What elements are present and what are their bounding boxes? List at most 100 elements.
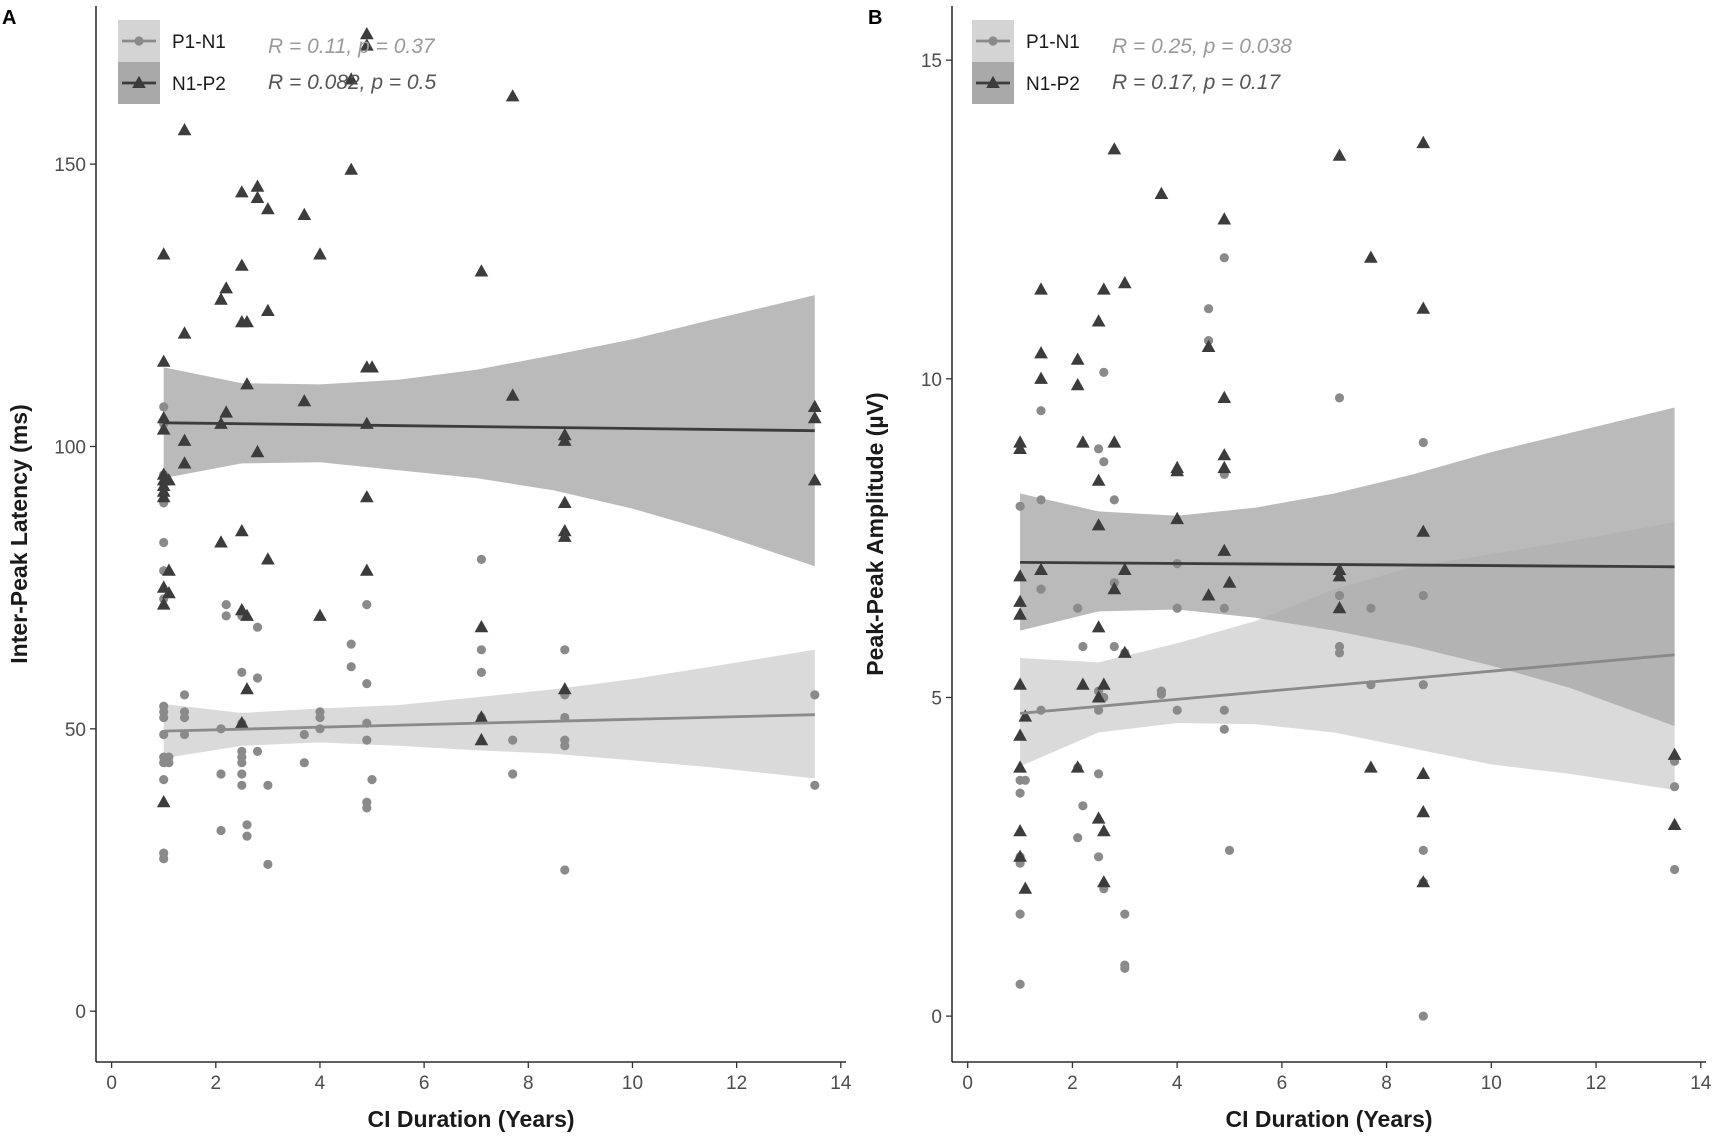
x-tick-label-8: 8 [1381, 1073, 1392, 1094]
data-point-p1-n1-28 [1109, 641, 1119, 652]
data-point-n1-p2-25 [1091, 690, 1106, 703]
data-point-p1-n1-13 [159, 775, 169, 785]
data-point-n1-p2-6 [1013, 728, 1027, 741]
data-point-p1-n1-5 [1015, 909, 1025, 919]
data-point-p1-n1-52 [362, 735, 372, 745]
data-point-p1-n1-32 [1120, 963, 1130, 973]
data-point-p1-n1-42 [299, 729, 309, 740]
data-point-p1-n1-41 [263, 859, 273, 870]
data-point-n1-p2-27 [1097, 282, 1111, 295]
data-point-n1-p2-33 [1107, 581, 1122, 595]
y-tick-label-0: 0 [931, 1007, 942, 1028]
data-point-n1-p2-24 [1091, 620, 1106, 633]
data-point-n1-p2-10 [156, 597, 171, 610]
legend-marker-shape-n1-p2 [132, 75, 146, 88]
data-point-n1-p2-30 [240, 315, 254, 328]
data-point-n1-p2-55 [474, 710, 489, 723]
x-tick-label-4: 4 [1172, 1073, 1183, 1094]
y-tick-label-100: 100 [54, 437, 86, 458]
data-point-p1-n1-34 [237, 780, 247, 790]
legend-marker-n1-p2 [986, 75, 1000, 88]
data-point-n1-p2-42 [1201, 588, 1216, 601]
confidence-bands [163, 295, 815, 779]
legend-entry-p1-n1: P1-N1 [972, 20, 1080, 62]
x-tick-label-0: 0 [106, 1073, 117, 1094]
fit-line-n1-p2 [1020, 561, 1675, 569]
x-tick-label-2: 2 [211, 1073, 222, 1094]
data-point-p1-n1-23 [216, 769, 226, 779]
data-point-n1-p2-4 [1013, 607, 1027, 620]
data-point-p1-n1-20 [1094, 769, 1104, 779]
data-point-p1-n1-6 [1015, 979, 1025, 989]
y-axis-title: Inter-Peak Latency (ms) [6, 404, 32, 663]
data-point-p1-n1-40 [263, 780, 273, 790]
data-point-n1-p2-41 [1201, 339, 1216, 352]
legend: P1-N1 N1-P2 [118, 20, 226, 104]
data-point-p1-n1-21 [179, 729, 190, 740]
data-point-n1-p2-15 [1034, 562, 1048, 575]
data-point-p1-n1-43 [1219, 705, 1229, 715]
stat-annotation-n1-p2: R = 0.082, p = 0.5 [268, 71, 436, 94]
data-point-n1-p2-11 [156, 795, 171, 808]
data-point-p1-n1-50 [362, 679, 372, 689]
data-point-n1-p2-24 [235, 185, 249, 198]
data-point-n1-p2-17 [177, 433, 192, 446]
data-point-p1-n1-55 [367, 775, 377, 785]
x-axis-title: CI Duration (Years) [367, 1106, 574, 1132]
data-point-p1-n1-52 [1418, 437, 1428, 448]
y-tick-label-150: 150 [54, 155, 86, 176]
legend-marker-shape-n1-p2 [986, 75, 1000, 88]
data-point-p1-n1-2 [1015, 788, 1025, 798]
x-tick-label-10: 10 [622, 1073, 643, 1094]
data-point-n1-p2-35 [1118, 562, 1132, 575]
data-point-p1-n1-37 [252, 622, 263, 632]
data-point-p1-n1-17 [164, 758, 174, 768]
data-point-p1-n1-36 [1172, 603, 1182, 613]
data-point-p1-n1-16 [1078, 801, 1088, 811]
data-point-n1-p2-26 [1091, 811, 1106, 824]
data-point-p1-n1-10 [1036, 584, 1046, 594]
data-point-n1-p2-14 [1034, 371, 1048, 384]
data-point-n1-p2-31 [1107, 142, 1122, 155]
data-point-p1-n1-38 [1204, 304, 1214, 314]
fit-line-p1-n1 [1019, 653, 1675, 715]
data-point-n1-p2-57 [505, 89, 520, 102]
data-point-n1-p2-12 [162, 473, 176, 486]
data-point-p1-n1-48 [1334, 641, 1345, 652]
data-point-n1-p2-33 [240, 682, 254, 695]
data-point-p1-n1-4 [159, 537, 169, 548]
data-point-p1-n1-61 [508, 769, 518, 779]
data-point-n1-p2-5 [1013, 677, 1027, 690]
legend-label-n1-p2: N1-P2 [172, 74, 226, 95]
x-ticks: 0 2 4 6 8 10 12 14 [962, 1062, 1712, 1094]
data-point-n1-p2-61 [557, 495, 572, 508]
data-point-n1-p2-42 [313, 247, 327, 260]
data-point-n1-p2-56 [474, 732, 489, 746]
data-point-n1-p2-49 [1332, 148, 1347, 161]
data-point-n1-p2-50 [1332, 562, 1347, 575]
data-point-p1-n1-48 [346, 662, 356, 672]
data-point-p1-n1-18 [179, 690, 190, 700]
x-tick-label-6: 6 [419, 1073, 430, 1094]
data-point-n1-p2-60 [557, 433, 572, 446]
x-ticks: 0 2 4 6 8 10 12 14 [106, 1062, 852, 1094]
data-point-n1-p2-52 [365, 360, 379, 373]
x-tick-label-4: 4 [315, 1073, 326, 1094]
data-point-n1-p2-16 [177, 326, 192, 339]
data-point-n1-p2-46 [1217, 460, 1232, 474]
data-point-p1-n1-68 [810, 690, 820, 700]
data-point-p1-n1-22 [1099, 367, 1109, 377]
data-point-n1-p2-58 [505, 388, 520, 401]
y-axis-title: Peak-Peak Amplitude (µV) [862, 392, 888, 675]
legend-label-n1-p2: N1-P2 [1026, 74, 1080, 95]
data-point-p1-n1-26 [221, 611, 231, 621]
ci-band-n1-p2 [163, 295, 815, 567]
x-tick-label-14: 14 [830, 1073, 852, 1094]
data-point-p1-n1-0 [1015, 501, 1025, 511]
data-point-n1-p2-23 [1091, 518, 1106, 531]
data-point-n1-p2-58 [1416, 766, 1431, 779]
data-point-p1-n1-42 [1219, 603, 1229, 613]
data-point-n1-p2-10 [1018, 709, 1033, 722]
data-point-n1-p2-60 [1416, 875, 1431, 888]
data-point-n1-p2-46 [360, 27, 374, 40]
